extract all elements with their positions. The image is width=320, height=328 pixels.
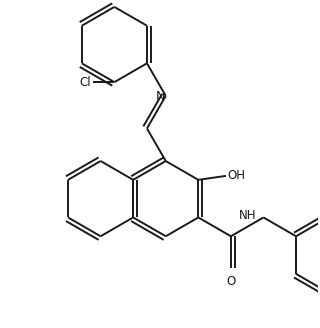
Text: OH: OH (227, 169, 245, 182)
Text: NH: NH (238, 209, 256, 222)
Text: O: O (226, 275, 236, 288)
Text: Cl: Cl (79, 76, 91, 89)
Text: N: N (156, 91, 165, 103)
